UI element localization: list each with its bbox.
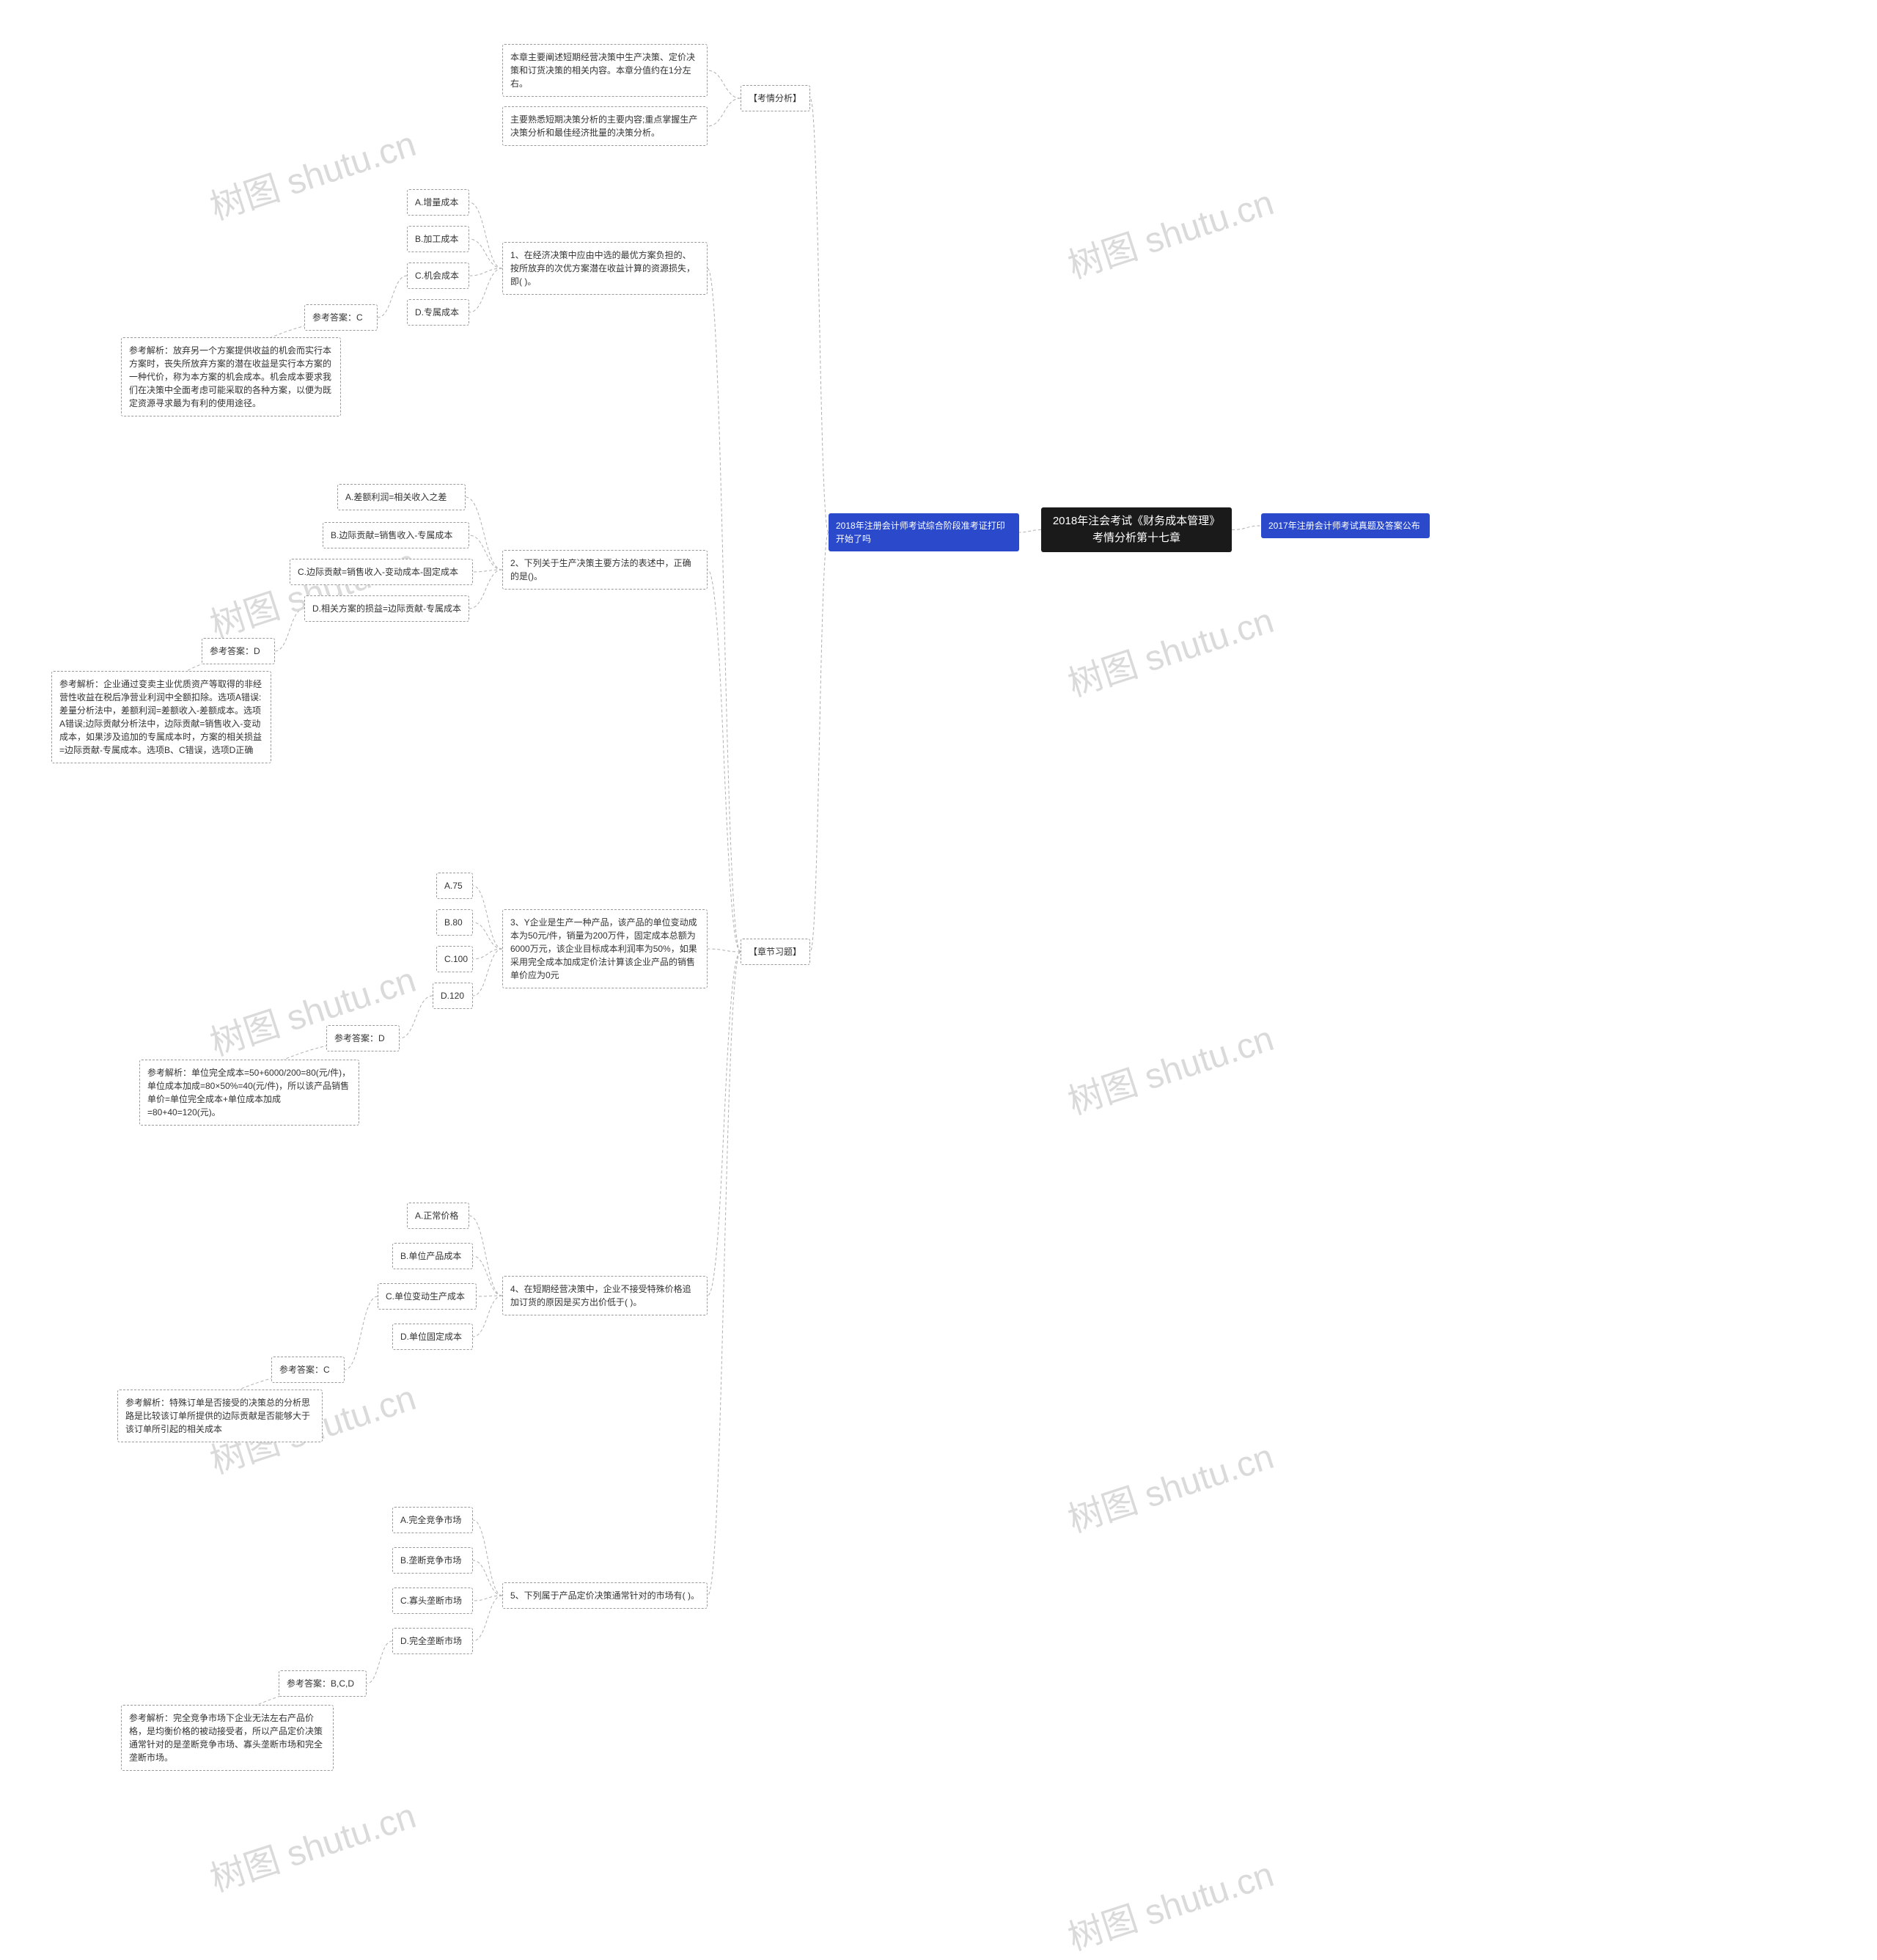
q1-option-0: A.差额利润=相关收入之差 [337, 484, 466, 510]
watermark: 树图 shutu.cn [1060, 1428, 1279, 1542]
watermark: 树图 shutu.cn [202, 115, 421, 230]
kq-item-1: 主要熟悉短期决策分析的主要内容;重点掌握生产决策分析和最佳经济批量的决策分析。 [502, 106, 708, 146]
q4-answer: 参考答案：B,C,D [279, 1670, 367, 1697]
q1-explanation: 参考解析：企业通过变卖主业优质资产等取得的非经营性收益在税后净营业利润中全额扣除… [51, 671, 271, 763]
q4-option-2: C.寡头垄断市场 [392, 1588, 473, 1614]
q0-option-3: D.专属成本 [407, 299, 469, 326]
q1-option-1: B.边际贡献=销售收入-专属成本 [323, 522, 469, 548]
q3-answer: 参考答案：C [271, 1357, 345, 1383]
root-node: 2018年注会考试《财务成本管理》考情分析第十七章 [1041, 507, 1232, 552]
question-1: 2、下列关于生产决策主要方法的表述中，正确的是()。 [502, 550, 708, 590]
q4-option-1: B.垄断竞争市场 [392, 1547, 473, 1574]
kq-item-0: 本章主要阐述短期经营决策中生产决策、定价决策和订货决策的相关内容。本章分值约在1… [502, 44, 708, 97]
blue-node-left: 2018年注册会计师考试综合阶段准考证打印开始了吗 [829, 513, 1019, 551]
question-0: 1、在经济决策中应由中选的最优方案负担的、按所放弃的次优方案潜在收益计算的资源损… [502, 242, 708, 295]
q3-explanation: 参考解析：特殊订单是否接受的决策总的分析思路是比较该订单所提供的边际贡献是否能够… [117, 1390, 323, 1442]
q3-option-0: A.正常价格 [407, 1203, 469, 1229]
q2-option-1: B.80 [436, 909, 473, 936]
watermark: 树图 shutu.cn [202, 1787, 421, 1901]
q4-option-0: A.完全竞争市场 [392, 1507, 473, 1533]
q4-option-3: D.完全垄断市场 [392, 1628, 473, 1654]
watermark: 树图 shutu.cn [1060, 1010, 1279, 1124]
q2-option-0: A.75 [436, 873, 473, 899]
q1-option-3: D.相关方案的损益=边际贡献-专属成本 [304, 595, 469, 622]
q2-explanation: 参考解析：单位完全成本=50+6000/200=80(元/件)，单位成本加成=8… [139, 1060, 359, 1126]
q0-answer: 参考答案：C [304, 304, 378, 331]
q3-option-2: C.单位变动生产成本 [378, 1283, 477, 1310]
blue-node-right: 2017年注册会计师考试真题及答案公布 [1261, 513, 1430, 538]
watermark: 树图 shutu.cn [1060, 174, 1279, 288]
q4-explanation: 参考解析：完全竞争市场下企业无法左右产品价格，是均衡价格的被动接受者，所以产品定… [121, 1705, 334, 1771]
q1-answer: 参考答案：D [202, 638, 275, 664]
q3-option-3: D.单位固定成本 [392, 1324, 473, 1350]
question-3: 4、在短期经营决策中，企业不接受特殊价格追加订货的原因是买方出价低于( )。 [502, 1276, 708, 1315]
q0-explanation: 参考解析：放弃另一个方案提供收益的机会而实行本方案时，丧失所放弃方案的潜在收益是… [121, 337, 341, 416]
watermark: 树图 shutu.cn [1060, 1846, 1279, 1960]
watermark: 树图 shutu.cn [1060, 592, 1279, 706]
question-4: 5、下列属于产品定价决策通常针对的市场有( )。 [502, 1582, 708, 1609]
q0-option-1: B.加工成本 [407, 226, 469, 252]
section-zj: 【章节习题】 [741, 939, 810, 965]
watermark: 树图 shutu.cn [202, 533, 421, 647]
question-2: 3、Y企业是生产一种产品，该产品的单位变动成本为50元/件，销量为200万件，固… [502, 909, 708, 988]
q2-option-3: D.120 [433, 983, 473, 1009]
q2-answer: 参考答案：D [326, 1025, 400, 1051]
q2-option-2: C.100 [436, 946, 473, 972]
connector-layer [0, 0, 1877, 1932]
q1-option-2: C.边际贡献=销售收入-变动成本-固定成本 [290, 559, 473, 585]
q3-option-1: B.单位产品成本 [392, 1243, 473, 1269]
section-kq: 【考情分析】 [741, 85, 810, 111]
q0-option-2: C.机会成本 [407, 263, 469, 289]
q0-option-0: A.增量成本 [407, 189, 469, 216]
